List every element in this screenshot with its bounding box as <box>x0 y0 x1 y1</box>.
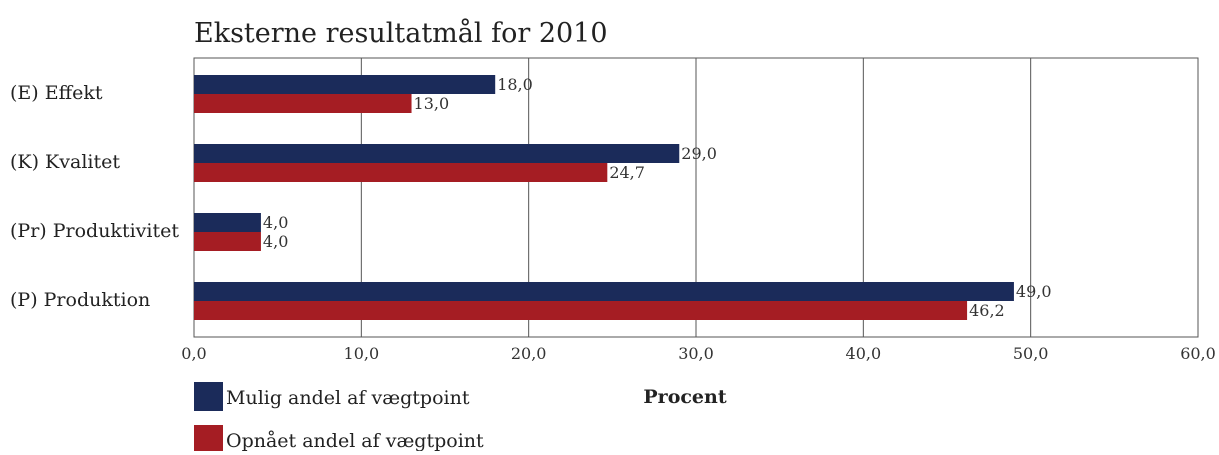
bar <box>194 144 680 163</box>
x-axis-label: Procent <box>643 386 726 408</box>
data-label: 4,0 <box>263 213 288 232</box>
bar <box>194 94 412 113</box>
data-label: 24,7 <box>609 163 645 182</box>
bar <box>194 163 608 182</box>
legend-swatch <box>194 382 223 411</box>
x-tick-label: 40,0 <box>846 344 882 363</box>
legend: Mulig andel af vægtpoint Opnået andel af … <box>194 382 484 454</box>
category-label: (P) Produktion <box>10 289 150 311</box>
bar <box>194 232 261 251</box>
category-label: (Pr) Produktivitet <box>10 220 179 242</box>
category-label: (E) Effekt <box>10 82 103 104</box>
x-tick-label: 20,0 <box>511 344 547 363</box>
data-label: 13,0 <box>414 94 450 113</box>
bar <box>194 301 968 320</box>
bar <box>194 213 261 232</box>
data-label: 46,2 <box>969 301 1005 320</box>
x-tick-label: 30,0 <box>678 344 714 363</box>
data-label: 49,0 <box>1016 282 1052 301</box>
bar <box>194 75 496 94</box>
data-label: 4,0 <box>263 232 288 251</box>
legend-label: Mulig andel af vægtpoint <box>226 387 470 409</box>
category-labels: (E) Effekt (K) Kvalitet (Pr) Produktivitet… <box>10 82 179 311</box>
x-tick-label: 60,0 <box>1180 344 1216 363</box>
legend-label: Opnået andel af vægtpoint <box>226 430 484 451</box>
data-label: 29,0 <box>681 144 717 163</box>
chart-title: Eksterne resultatmål for 2010 <box>194 17 608 49</box>
x-tick-label: 50,0 <box>1013 344 1049 363</box>
x-tick-label: 10,0 <box>344 344 380 363</box>
x-tick-label: 0,0 <box>181 344 206 363</box>
legend-swatch <box>194 425 223 454</box>
bar <box>194 282 1014 301</box>
category-label: (K) Kvalitet <box>10 151 120 173</box>
data-label: 18,0 <box>497 75 533 94</box>
bars: 18,0 13,0 29,0 24,7 4,04,0 49,0 46,2 <box>194 75 1052 320</box>
x-axis-tick-labels: 0,0 10,0 20,0 30,0 40,0 50,0 60,0 <box>181 344 1216 363</box>
